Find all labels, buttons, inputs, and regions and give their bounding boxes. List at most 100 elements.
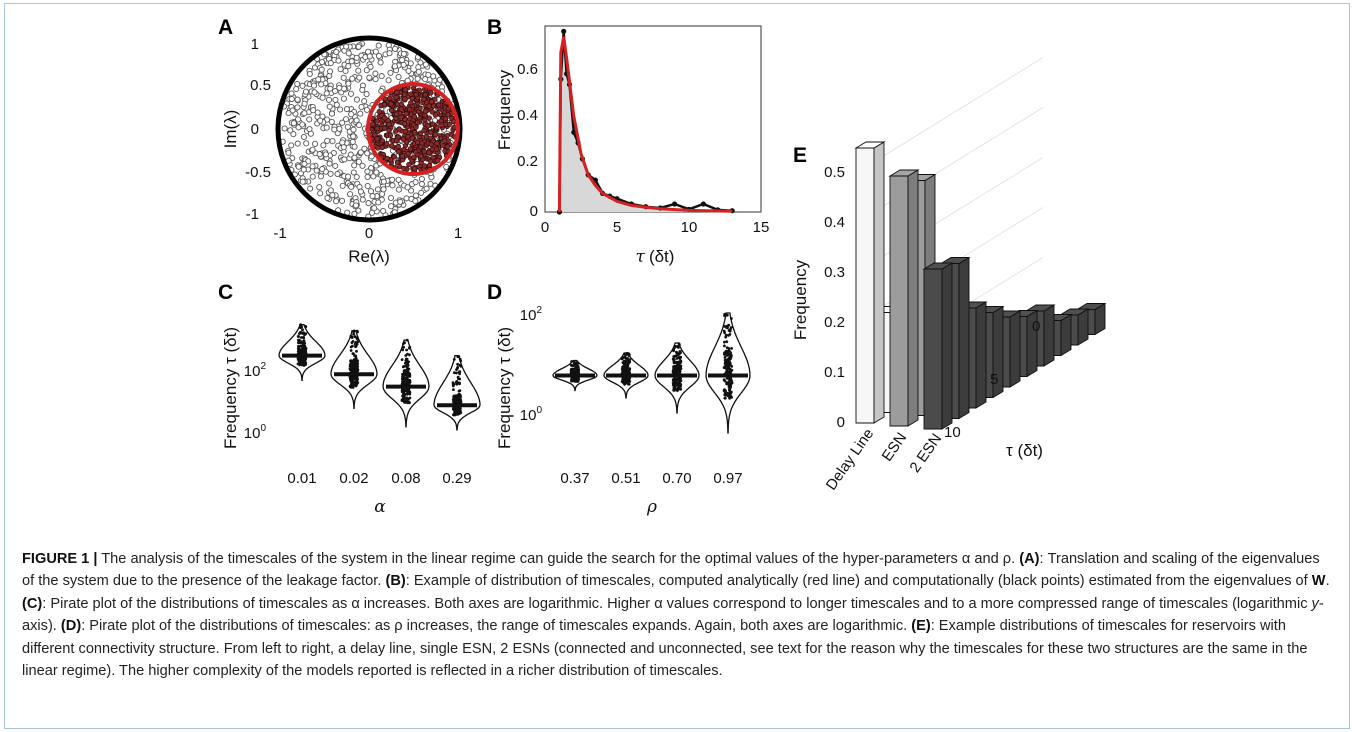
eigenvalue-point — [342, 67, 349, 75]
scaled-eigenvalue-point — [401, 165, 407, 172]
scaled-eigenvalue-point — [432, 112, 439, 118]
eigenvalue-point — [430, 73, 437, 80]
scaled-eigenvalue-point — [436, 102, 442, 108]
violin-point — [725, 346, 729, 350]
caption-panel-ref: (C) — [22, 595, 43, 612]
caption-text: : Translation and scaling of the eigenva… — [22, 551, 1320, 590]
eigenvalue-point — [329, 138, 336, 145]
caption-text: : Pirate plot of the distributions of ti… — [81, 618, 912, 635]
eigenvalue-point — [323, 90, 330, 97]
eigenvalue-point — [418, 189, 425, 196]
violin-point — [622, 356, 625, 359]
violin-point — [401, 382, 405, 385]
eigenvalue-point — [333, 198, 340, 205]
e-bar-front — [923, 268, 943, 430]
eigenvalue-point — [285, 110, 292, 117]
violin-point — [354, 357, 358, 360]
a-ytick: 1 — [251, 36, 259, 53]
violin-point — [730, 381, 734, 384]
e-tau-tick: 5 — [990, 371, 998, 388]
eigenvalue-point — [343, 43, 350, 50]
eigenvalue-point — [340, 95, 347, 102]
eigenvalue-points — [279, 40, 460, 220]
eigenvalue-point — [319, 166, 326, 173]
eigenvalue-point — [374, 186, 381, 193]
violin-point — [726, 394, 730, 397]
d-xtick: 0.97 — [713, 470, 742, 487]
caption-panel-ref: (E) — [911, 618, 931, 635]
eigenvalue-point — [359, 162, 366, 169]
scaled-eigenvalue-point — [400, 136, 406, 142]
panel-b: B 0.6 0.4 0.2 0 0 5 10 15 τ (δt) Frequenc… — [487, 16, 769, 267]
caption-text: : Example distributions of timescales fo… — [22, 618, 1308, 680]
violin-point — [672, 348, 676, 352]
eigenvalue-point — [380, 178, 387, 185]
violin-point — [355, 383, 359, 386]
eigenvalue-point — [366, 53, 373, 60]
violin-point — [296, 335, 300, 338]
eigenvalue-point — [349, 75, 356, 82]
scaled-eigenvalue-point — [388, 143, 395, 149]
eigenvalue-point — [334, 170, 341, 178]
e-bar-top — [1024, 304, 1056, 312]
eigenvalue-point — [443, 163, 450, 170]
b-ytick: 0.4 — [517, 107, 538, 124]
a-ytick: 0.5 — [250, 77, 271, 94]
violin-point — [728, 396, 731, 400]
scaled-eigenvalue-point — [399, 153, 405, 159]
violin-point — [723, 324, 726, 328]
scaled-eigenvalue-point — [379, 138, 385, 144]
violin-point — [297, 345, 301, 349]
violin-point — [451, 381, 455, 385]
c-xtick: 0.08 — [391, 470, 420, 487]
violin-point — [728, 379, 731, 383]
eigenvalue-point — [309, 173, 316, 180]
violin-point — [679, 351, 682, 355]
violin-point — [408, 346, 411, 350]
scaled-eigenvalue-point — [430, 155, 436, 161]
eigenvalue-point — [425, 71, 432, 78]
violin-point — [575, 378, 578, 382]
violin-point — [456, 397, 460, 400]
scaled-eigenvalue-point — [434, 124, 440, 131]
scaled-eigenvalue-point — [427, 129, 434, 135]
scaled-eigenvalue-point — [426, 162, 433, 169]
eigenvalue-point — [355, 158, 362, 165]
violin-point — [723, 356, 727, 359]
eigenvalue-point — [301, 160, 308, 167]
eigenvalue-point — [348, 58, 355, 65]
panel-c: C 102 100 0.01 0.02 0.08 0.29 α Frequenc… — [218, 281, 481, 517]
violin-point — [351, 384, 355, 388]
scaled-eigenvalue-point — [402, 128, 408, 135]
eigenvalue-point — [397, 198, 404, 205]
eigenvalue-point — [422, 61, 429, 68]
scaled-eigenvalue-point — [413, 124, 419, 130]
e-bar-top — [1075, 303, 1107, 310]
e-ztick: 0.5 — [824, 164, 845, 181]
eigenvalue-point — [422, 76, 429, 83]
b-data-point — [561, 28, 567, 34]
violin-point — [405, 392, 409, 396]
eigenvalue-point — [327, 187, 334, 194]
violin-point — [451, 407, 455, 411]
violin-point — [458, 411, 461, 414]
violin-point — [724, 333, 728, 337]
caption-lead: FIGURE 1 | — [22, 551, 98, 567]
panel-e: E 0 0.1 0.2 0.3 0.4 0.5 Frequency 0 5 10… — [791, 57, 1107, 493]
violin-point — [627, 352, 630, 356]
eigenvalue-point — [287, 127, 294, 134]
scaled-eigenvalue-point — [425, 123, 431, 129]
violin-point — [298, 338, 301, 342]
eigenvalue-point — [325, 96, 333, 103]
eigenvalue-point — [295, 163, 302, 170]
eigenvalue-point — [301, 110, 308, 117]
violin-point — [728, 385, 731, 389]
violin-point — [672, 367, 675, 371]
scaled-eigen-circle — [366, 82, 460, 176]
violin-point — [677, 353, 680, 357]
d-violins — [552, 312, 751, 434]
eigenvalue-point — [331, 126, 338, 133]
eigenvalue-point — [350, 133, 357, 140]
eigenvalue-point — [332, 162, 339, 169]
eigenvalue-point — [351, 162, 358, 169]
